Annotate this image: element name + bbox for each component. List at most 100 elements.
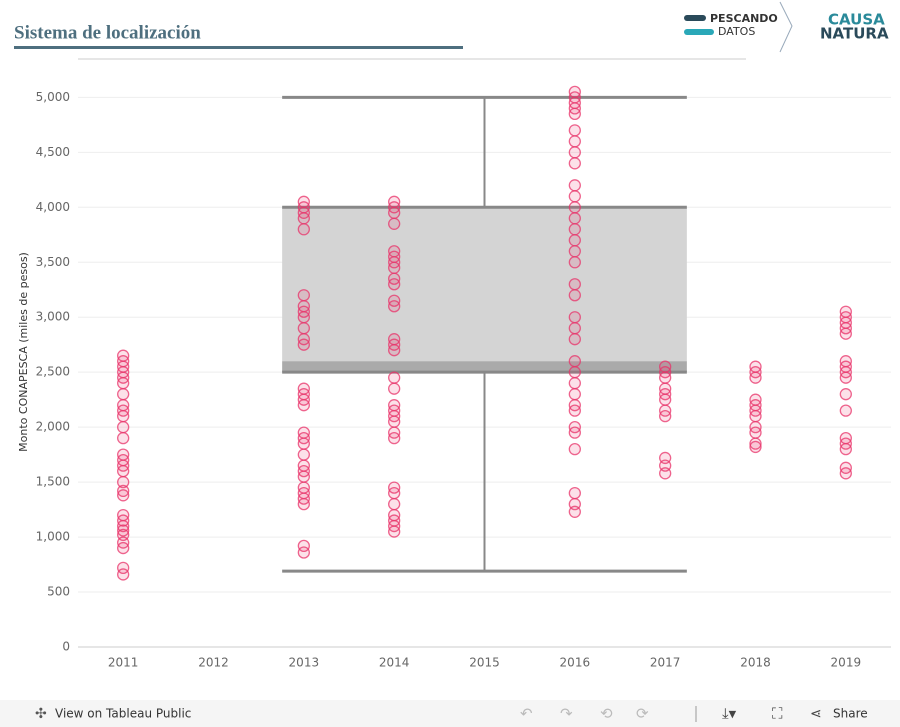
data-point [117, 475, 130, 489]
redo-button[interactable]: ↷ [560, 705, 573, 723]
y-tick-label: 500 [47, 585, 70, 599]
x-tick-label: 2013 [289, 656, 320, 670]
x-tick-label: 2018 [740, 656, 771, 670]
data-point [117, 561, 130, 575]
data-point [117, 388, 130, 401]
fullscreen-button[interactable]: ⛶ [772, 705, 783, 723]
x-tick-label: 2019 [831, 656, 862, 670]
data-point [568, 135, 581, 148]
data-point [568, 234, 581, 247]
data-point [297, 448, 310, 461]
view-link: View on Tableau Public [55, 707, 191, 721]
data-point [568, 190, 581, 203]
data-point [568, 256, 581, 269]
data-point [297, 382, 310, 395]
data-point [659, 382, 672, 395]
data-point [839, 388, 852, 401]
data-point [839, 404, 852, 417]
data-point [297, 481, 310, 494]
data-point [388, 333, 401, 346]
y-tick-label: 3,500 [36, 255, 70, 269]
data-point [568, 157, 581, 170]
data-point [117, 420, 130, 434]
undo-button[interactable]: ↶ [520, 705, 533, 723]
data-point [568, 245, 581, 258]
y-tick-label: 1,500 [36, 475, 70, 489]
data-point [839, 305, 852, 318]
data-point [297, 300, 310, 313]
share-button[interactable]: ⋖ Share [810, 706, 868, 722]
y-tick-label: 2,500 [36, 365, 70, 379]
download-button[interactable]: ⤓▾ [722, 705, 737, 723]
data-point [839, 355, 852, 368]
y-tick-label: 1,000 [36, 530, 70, 544]
data-point [297, 459, 310, 472]
data-point [297, 426, 310, 439]
data-point [388, 371, 401, 384]
data-point [297, 546, 310, 559]
data-point [117, 431, 130, 445]
data-point [568, 497, 581, 511]
data-point [568, 333, 581, 346]
data-point [117, 524, 130, 537]
data-point [568, 377, 581, 390]
data-point [568, 355, 581, 368]
data-point [117, 528, 130, 542]
revert-button[interactable]: ⟲ [600, 705, 613, 723]
data-point [388, 217, 401, 230]
y-tick-label: 4,500 [36, 145, 70, 159]
x-tick-label: 2012 [198, 656, 229, 670]
title-underline [14, 46, 463, 49]
y-axis-label: Monto CONAPESCA (miles de pesos) [17, 252, 30, 452]
data-point [568, 201, 581, 214]
data-point [568, 85, 581, 99]
data-point [117, 508, 130, 522]
data-point [297, 333, 310, 346]
box-upper [282, 207, 687, 362]
data-point [568, 388, 581, 401]
data-point [749, 393, 762, 406]
data-point [388, 508, 401, 522]
fish-icon [684, 29, 714, 35]
data-point [568, 124, 581, 137]
data-point [117, 568, 130, 581]
logo-text: PESCANDO [710, 12, 778, 25]
fish-icon [684, 15, 706, 21]
data-point [568, 278, 581, 291]
logo-divider [779, 1, 793, 53]
view-on-tableau[interactable]: ✣ View on Tableau Public [35, 706, 191, 722]
data-point [117, 489, 130, 502]
data-point [749, 437, 762, 450]
logo-text: CAUSA [828, 11, 885, 29]
data-point [568, 311, 581, 324]
x-tick-label: 2014 [379, 656, 410, 670]
toolbar-buttons: ↶ ↷ ⟲ ⟳ ⤓▾ ⛶ [520, 705, 783, 723]
data-point [568, 366, 581, 379]
data-point [568, 146, 581, 159]
logo-text: DATOS [718, 25, 755, 38]
data-point [568, 179, 581, 192]
data-point [297, 289, 310, 302]
data-point [568, 212, 581, 225]
dashboard-title: Sistema de localización [14, 22, 201, 43]
refresh-button[interactable]: ⟳ [636, 705, 649, 723]
data-point [388, 382, 401, 395]
data-point [568, 223, 581, 236]
share-icon: ⋖ [810, 706, 822, 722]
data-point [568, 420, 581, 434]
data-point [659, 451, 672, 465]
x-tick-label: 2017 [650, 656, 681, 670]
data-point [749, 420, 762, 434]
x-tick-label: 2016 [560, 656, 591, 670]
data-point [388, 497, 401, 511]
data-point [568, 399, 581, 412]
data-point [117, 349, 130, 362]
data-point [117, 399, 130, 412]
data-point [749, 360, 762, 373]
toolbar [0, 700, 900, 727]
data-point [388, 481, 401, 494]
data-point [749, 440, 762, 454]
data-point [568, 442, 581, 456]
y-tick-label: 4,000 [36, 200, 70, 214]
